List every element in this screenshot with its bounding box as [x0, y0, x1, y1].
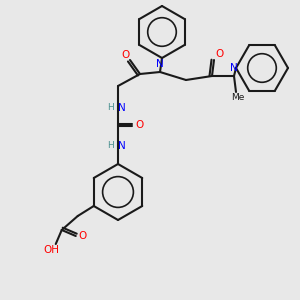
Text: OH: OH	[44, 245, 60, 255]
Text: H: H	[108, 103, 114, 112]
Text: N: N	[230, 63, 238, 73]
Text: N: N	[156, 59, 164, 69]
Text: O: O	[79, 231, 87, 241]
Text: H: H	[108, 142, 114, 151]
Text: O: O	[215, 49, 223, 59]
Text: N: N	[118, 103, 126, 113]
Text: Me: Me	[231, 94, 245, 103]
Text: O: O	[135, 120, 143, 130]
Text: N: N	[118, 141, 126, 151]
Text: O: O	[121, 50, 129, 60]
